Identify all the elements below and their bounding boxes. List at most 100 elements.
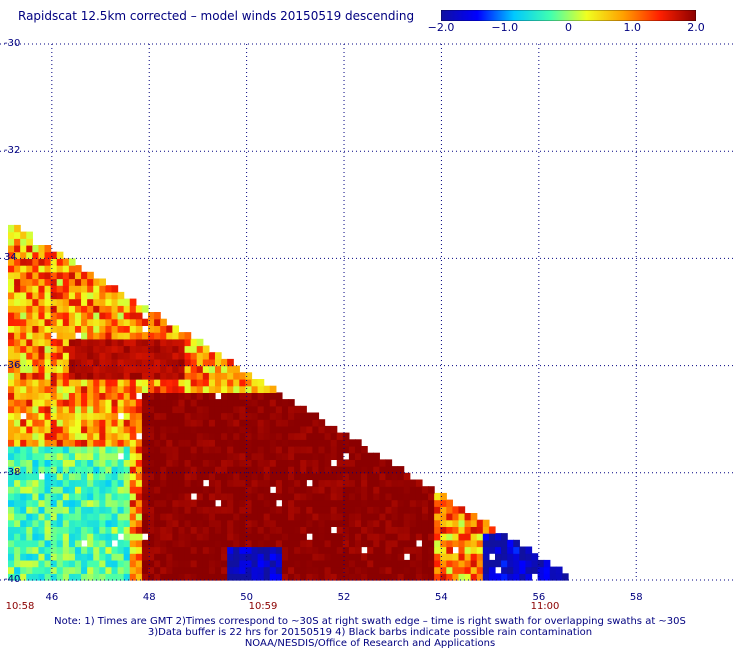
heatmap-cell [93, 553, 100, 561]
heatmap-cell [8, 385, 15, 393]
heatmap-cell [306, 559, 313, 568]
heatmap-cell [373, 533, 380, 541]
heatmap-cell [14, 553, 21, 561]
heatmap-cell [32, 332, 40, 340]
heatmap-cell [129, 325, 137, 333]
heatmap-cell [154, 492, 161, 501]
heatmap-cell [227, 385, 234, 393]
heatmap-cell [263, 446, 271, 454]
heatmap-cell [135, 452, 143, 460]
heatmap-cell [531, 553, 539, 561]
heatmap-cell [263, 399, 271, 407]
heatmap-cell [154, 419, 161, 427]
heatmap-cell [397, 486, 405, 494]
heatmap-cell [294, 486, 301, 494]
heatmap-cell [239, 479, 247, 487]
heatmap-cell [501, 573, 508, 581]
heatmap-cell [281, 472, 289, 481]
heatmap-cell [409, 553, 417, 561]
heatmap-cell [20, 419, 27, 427]
heatmap-cell [184, 372, 192, 380]
heatmap-cell [56, 258, 64, 266]
heatmap-cell [26, 412, 33, 420]
heatmap-cell [172, 492, 180, 501]
heatmap-cell [306, 573, 313, 581]
heatmap-cell [482, 546, 490, 554]
heatmap-cell [105, 372, 113, 380]
heatmap-cell [202, 472, 210, 481]
heatmap-cell [227, 559, 234, 568]
heatmap-cell [129, 332, 137, 340]
heatmap-cell [221, 432, 228, 440]
heatmap-cell [239, 459, 247, 467]
heatmap-cell [202, 452, 210, 460]
heatmap-cell [482, 566, 490, 574]
heatmap-cell [330, 539, 338, 548]
heatmap-cell [306, 513, 313, 521]
heatmap-cell [196, 479, 204, 487]
heatmap-cell [99, 405, 106, 414]
heatmap-cell [269, 539, 277, 548]
heatmap-cell [452, 519, 460, 527]
heatmap-cell [269, 526, 277, 534]
heatmap-cell [208, 539, 216, 548]
heatmap-cell [214, 472, 222, 481]
heatmap-cell [160, 352, 167, 360]
heatmap-cell [354, 519, 362, 527]
heatmap-cell [26, 318, 33, 326]
heatmap-cell [74, 372, 82, 380]
heatmap-cell [32, 345, 40, 353]
heatmap-cell [440, 566, 447, 574]
heatmap-cell [306, 539, 313, 548]
heatmap-cell [172, 546, 180, 554]
heatmap-cell [245, 459, 253, 467]
heatmap-cell [336, 573, 344, 581]
heatmap-cell [288, 492, 295, 501]
heatmap-cell [93, 412, 100, 420]
heatmap-cell [166, 492, 173, 501]
heatmap-cell [294, 499, 301, 507]
lon-label: 52 [337, 592, 351, 603]
heatmap-cell [93, 358, 100, 367]
heatmap-cell [141, 358, 149, 367]
heatmap-cell [190, 446, 198, 454]
heatmap-cell [14, 492, 21, 501]
heatmap-cell [166, 539, 173, 548]
heatmap-cell [561, 573, 569, 581]
heatmap-cell [428, 486, 435, 494]
heatmap-cell [239, 466, 247, 474]
heatmap-cell [245, 466, 253, 474]
time-label: 10:59 [248, 601, 278, 612]
heatmap-cell [62, 492, 70, 501]
heatmap-cell [81, 399, 88, 407]
heatmap-cell [294, 405, 301, 414]
heatmap-cell [318, 452, 326, 460]
heatmap-cell [117, 338, 125, 347]
heatmap-cell [56, 265, 64, 273]
heatmap-cell [336, 526, 344, 534]
heatmap-cell [20, 459, 27, 467]
heatmap-cell [300, 419, 307, 427]
heatmap-cell [20, 472, 27, 481]
heatmap-cell [93, 298, 100, 306]
heatmap-cell [196, 546, 204, 554]
heatmap-cell [214, 358, 222, 367]
heatmap-cell [56, 526, 64, 534]
heatmap-cell [93, 399, 100, 407]
heatmap-cell [361, 539, 368, 548]
heatmap-cell [428, 513, 435, 521]
heatmap-cell [178, 432, 186, 440]
heatmap-cell [324, 439, 332, 447]
heatmap-cell [160, 566, 167, 574]
heatmap-cell [306, 506, 313, 514]
heatmap-cell [160, 539, 167, 548]
heatmap-cell [81, 519, 88, 527]
heatmap-cell [239, 492, 247, 501]
heatmap-cell [245, 566, 253, 574]
heatmap-cell [74, 499, 82, 507]
heatmap-cell [81, 419, 88, 427]
heatmap-cell [367, 559, 374, 568]
heatmap-cell [50, 559, 58, 568]
heatmap-cell [62, 506, 70, 514]
heatmap-cell [178, 372, 186, 380]
